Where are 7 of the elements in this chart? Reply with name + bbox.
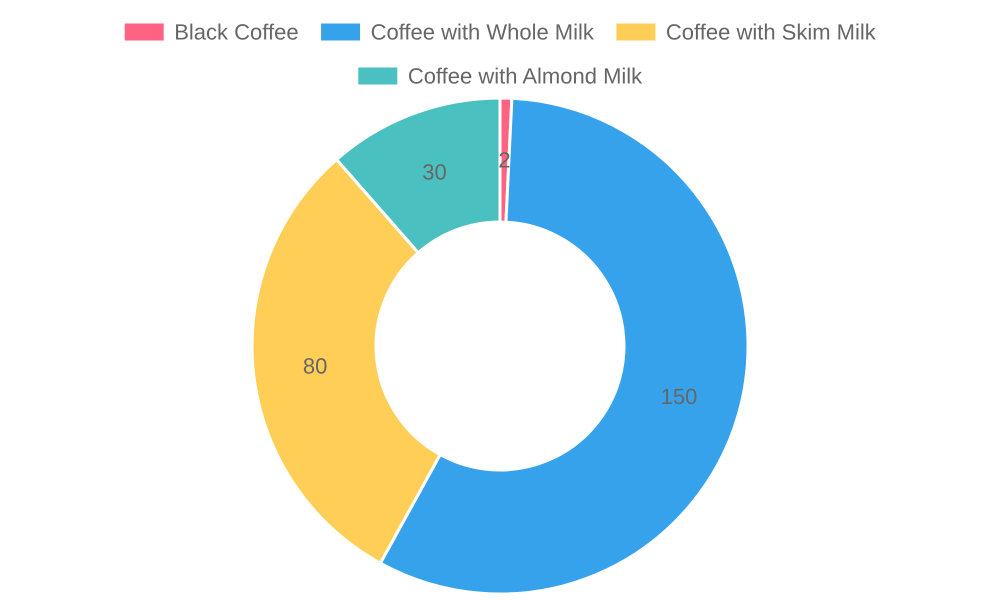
data-label: 150 xyxy=(660,384,698,410)
legend-label: Coffee with Skim Milk xyxy=(666,20,877,44)
legend-label: Coffee with Almond Milk xyxy=(408,64,644,88)
legend-label: Coffee with Whole Milk xyxy=(370,20,595,44)
data-label: 80 xyxy=(302,354,328,379)
data-label: 30 xyxy=(422,159,447,184)
legend-label: Black Coffee xyxy=(174,20,299,44)
